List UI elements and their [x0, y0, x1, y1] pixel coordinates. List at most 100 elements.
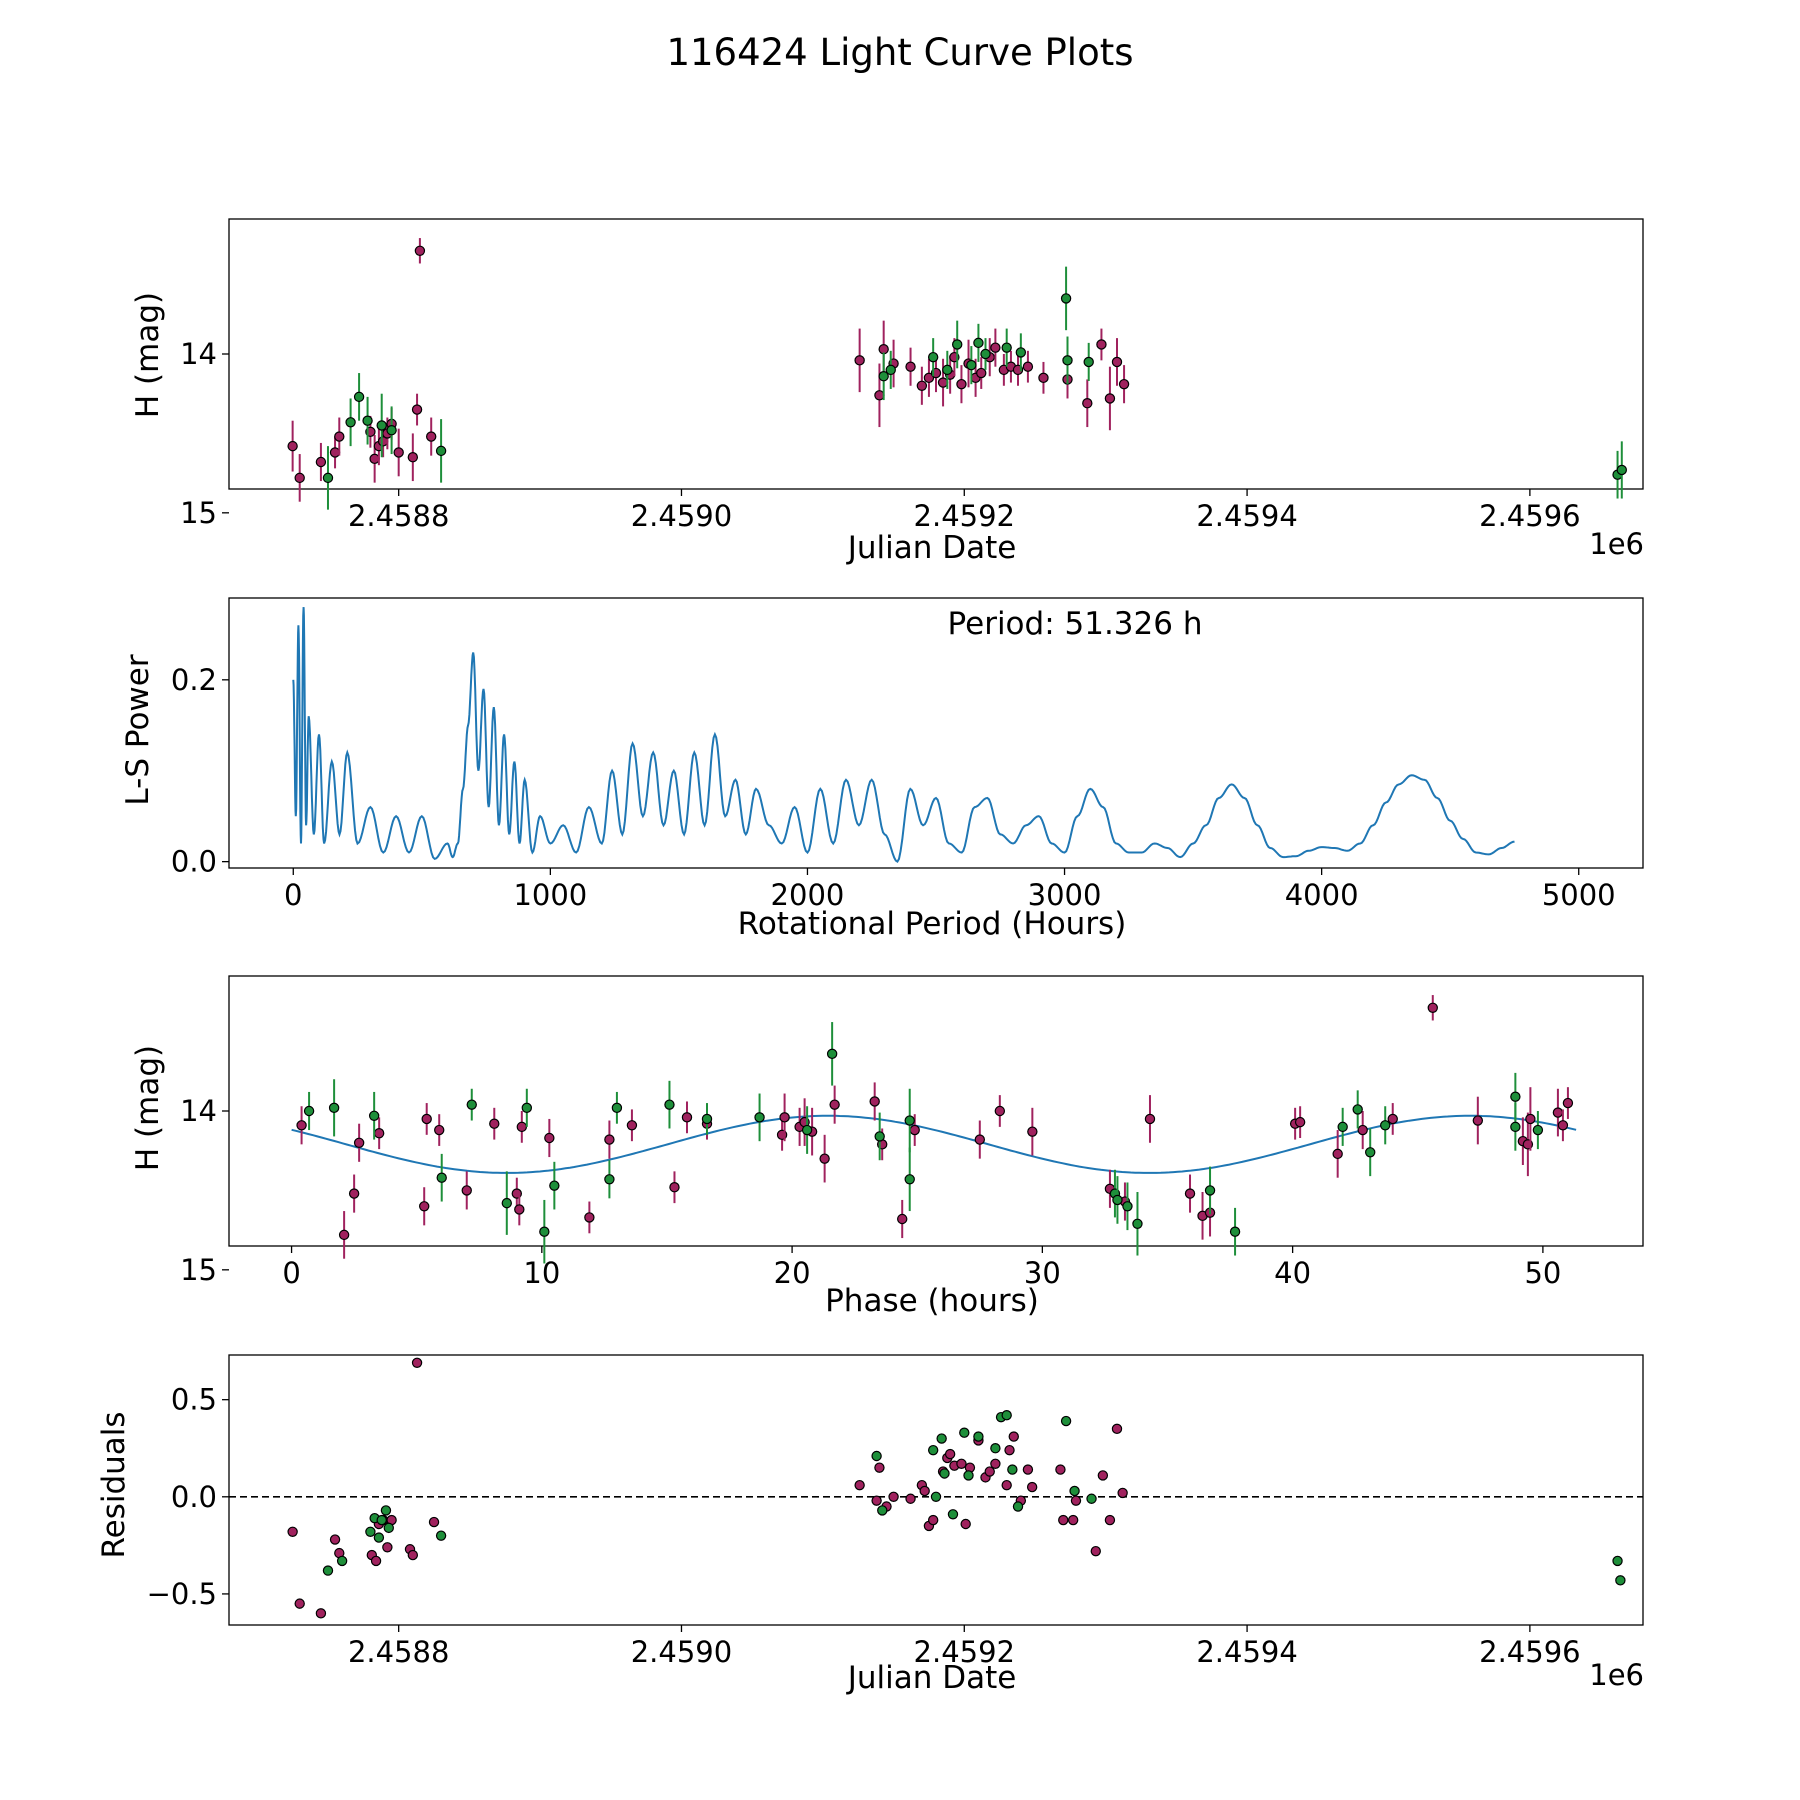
phasefold-xtick-label: 10 — [523, 1256, 560, 1290]
lightcurve-xtick-label: 2.4594 — [1196, 499, 1297, 533]
phasefold-point-r — [1562, 1097, 1574, 1109]
lightcurve-point-r — [294, 472, 305, 484]
phasefold-point-g — [1352, 1104, 1363, 1115]
residuals-point-r — [984, 1466, 995, 1477]
residuals-point-g — [435, 1530, 447, 1541]
residuals-point-r — [1001, 1479, 1012, 1491]
phasefold-point-r — [373, 1128, 385, 1139]
residuals-point-g — [959, 1427, 970, 1438]
phasefold-point-r — [1027, 1126, 1038, 1137]
periodogram-xtick-label: 4000 — [1285, 878, 1359, 912]
phasefold-point-r — [516, 1121, 528, 1133]
lightcurve-xtick-label: 2.4592 — [914, 499, 1015, 533]
phasefold-xlabel: Phase (hours) — [825, 1283, 1039, 1319]
lightcurve-point-r — [916, 380, 928, 391]
phasefold-point-r — [1557, 1120, 1569, 1131]
lightcurve-point-r — [990, 342, 1001, 353]
phasefold-point-r — [1294, 1116, 1306, 1128]
lightcurve-point-g — [973, 337, 984, 349]
phasefold-point-r — [1144, 1113, 1156, 1125]
lightcurve-point-g — [1083, 356, 1094, 368]
lightcurve-ytick-label: 14 — [180, 337, 217, 371]
lightcurve-point-r — [905, 361, 916, 372]
phasefold-point-g — [328, 1102, 340, 1114]
residuals-point-g — [927, 1444, 939, 1456]
residuals-point-g — [963, 1470, 974, 1481]
residuals-point-r — [1058, 1514, 1069, 1526]
residuals-point-r — [315, 1608, 327, 1619]
phasefold-xtick-label: 40 — [1274, 1256, 1311, 1290]
residuals-point-g — [1615, 1575, 1626, 1586]
phasefold-xtick-label: 20 — [774, 1256, 811, 1290]
residuals-point-r — [1097, 1470, 1109, 1481]
phasefold-point-r — [296, 1120, 307, 1131]
residuals-ytick-label: 0.0 — [171, 1480, 217, 1514]
phasefold-point-r — [421, 1113, 432, 1125]
residuals-point-r — [287, 1526, 298, 1537]
phasefold-point-r — [419, 1201, 430, 1212]
lightcurve-point-g — [878, 371, 889, 382]
phasefold-point-g — [1532, 1124, 1544, 1136]
phasefold-point-g — [1112, 1194, 1123, 1206]
phasefold-point-r — [994, 1105, 1006, 1117]
residuals-ytick-label: 0.5 — [171, 1383, 217, 1417]
residuals-point-r — [960, 1518, 971, 1530]
phasefold-point-g — [466, 1099, 477, 1110]
residuals-offset-label: 1e6 — [1589, 1658, 1644, 1692]
residuals-point-r — [1090, 1545, 1101, 1557]
periodogram-xtick-label: 3000 — [1028, 878, 1102, 912]
lightcurve-point-r — [874, 390, 885, 401]
lightcurve-point-r — [426, 431, 437, 442]
lightcurve-point-r — [1118, 378, 1130, 390]
phasefold-ytick-label: 15 — [180, 1253, 217, 1287]
phasefold-point-r — [681, 1112, 693, 1123]
lightcurve-point-g — [1616, 464, 1627, 476]
phasefold-point-r — [779, 1112, 790, 1123]
residuals-point-g — [1060, 1415, 1072, 1427]
phasefold-point-g — [874, 1131, 885, 1142]
residuals-point-g — [365, 1526, 376, 1537]
residuals-point-g — [322, 1565, 334, 1576]
phasefold-point-g — [1380, 1120, 1391, 1131]
periodogram-panel: Rotational Period (Hours) L-S Power Peri… — [120, 597, 1644, 942]
phasefold-point-r — [974, 1134, 985, 1145]
residuals-point-r — [294, 1598, 305, 1609]
phasefold-point-r — [1472, 1115, 1484, 1126]
phasefold-point-g — [1229, 1226, 1241, 1237]
phasefold-point-r — [348, 1188, 360, 1199]
periodogram-ytick-label: 0.0 — [171, 845, 217, 879]
residuals-point-r — [1070, 1495, 1082, 1506]
lightcurve-point-r — [411, 404, 423, 415]
phasefold-point-g — [521, 1102, 533, 1114]
residuals-ylabel: Residuals — [96, 1411, 132, 1558]
phasefold-point-r — [1427, 1002, 1438, 1013]
phasefold-xtick-label: 30 — [1024, 1256, 1061, 1290]
residuals-point-r — [382, 1542, 393, 1553]
residuals-point-r — [944, 1448, 956, 1460]
lightcurve-point-g — [362, 415, 373, 426]
lightcurve-point-r — [1096, 339, 1107, 350]
periodogram-xtick-label: 5000 — [1542, 878, 1616, 912]
residuals-point-r — [428, 1516, 440, 1528]
residuals-point-g — [1612, 1555, 1623, 1567]
phasefold-point-g — [539, 1226, 550, 1237]
lightcurve-point-r — [287, 440, 298, 452]
phasefold-panel: Phase (hours) H (mag) 0 10 20 30 40 50 15 14 — [130, 975, 1644, 1319]
lightcurve-point-r — [393, 447, 404, 458]
lightcurve-point-g — [952, 339, 963, 350]
lightcurve-point-r — [329, 447, 341, 458]
residuals-point-g — [373, 1532, 385, 1543]
phasefold-point-g — [904, 1174, 915, 1185]
residuals-xlabel: Julian Date — [846, 1660, 1017, 1696]
residuals-point-g — [947, 1509, 959, 1520]
residuals-xtick-label: 2.4590 — [631, 1635, 732, 1669]
phasefold-point-g — [826, 1048, 838, 1060]
lightcurve-point-g — [885, 364, 896, 376]
residuals-point-r — [1067, 1514, 1079, 1526]
residuals-point-r — [1004, 1444, 1015, 1456]
phasefold-point-r — [1184, 1188, 1196, 1199]
residuals-point-r — [1026, 1481, 1038, 1493]
residuals-point-g — [990, 1443, 1001, 1454]
phasefold-ytick-label: 14 — [180, 1094, 217, 1128]
residuals-point-r — [329, 1534, 341, 1545]
